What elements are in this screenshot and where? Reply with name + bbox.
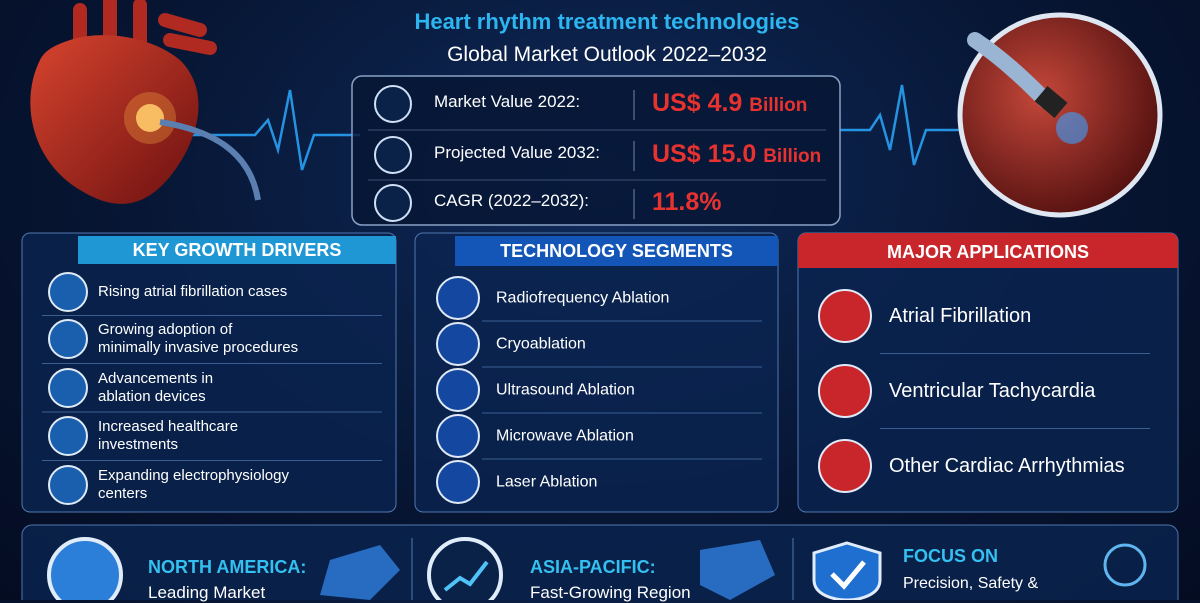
- stat-label: Projected Value 2032:: [434, 143, 601, 162]
- stat-number: US$ 15.0: [652, 140, 757, 168]
- shield-icon: [812, 541, 882, 600]
- panel-item: Radiofrequency Ablation: [496, 289, 670, 307]
- stat-unit: Billion: [749, 95, 808, 116]
- panel-item: Other Cardiac Arrhythmias: [889, 455, 1125, 477]
- panel-item: Ultrasound Ablation: [496, 381, 635, 399]
- item-icon: [436, 414, 480, 458]
- doctor-icon: [1103, 543, 1147, 587]
- item-icon: [436, 460, 480, 504]
- item-icon: [48, 416, 88, 456]
- footer-heading: NORTH AMERICA:: [148, 557, 307, 577]
- item-icon: [48, 368, 88, 408]
- stat-label: Market Value 2022:: [434, 92, 581, 111]
- stat-unit: Billion: [763, 146, 822, 167]
- panel-title: TECHNOLOGY SEGMENTS: [500, 241, 733, 261]
- panel-item: Growing adoption of minimally invasive p…: [98, 321, 299, 356]
- check-icon: [830, 560, 866, 590]
- item-icon: [436, 276, 480, 320]
- item-icon: [48, 465, 88, 505]
- stat-value: US$ 15.0 Billion: [652, 139, 821, 169]
- footer-heading: FOCUS ON: [903, 546, 999, 566]
- stats-box: [351, 75, 841, 226]
- ecg-line: [190, 89, 360, 171]
- item-icon: [436, 322, 480, 366]
- growth-icon: [427, 537, 503, 600]
- catheter-illustration: [957, 12, 1163, 218]
- item-icon: [818, 289, 872, 343]
- footer-heading: ASIA-PACIFIC:: [530, 557, 656, 577]
- panel-item: Rising atrial fibrillation cases: [98, 283, 288, 300]
- ecg-line: [840, 84, 960, 166]
- panel-item: Microwave Ablation: [496, 427, 634, 445]
- panel-header: [78, 236, 396, 264]
- panel-title: KEY GROWTH DRIVERS: [132, 240, 342, 260]
- footer-text: Leading Market: [148, 583, 266, 602]
- item-icon: [818, 439, 872, 493]
- panel-item: Expanding electrophysiology centers: [98, 467, 289, 502]
- panel-header: [798, 233, 1178, 268]
- item-icon: [818, 364, 872, 418]
- globe-icon: [47, 537, 123, 600]
- subtitle: Global Market Outlook 2022–2032: [447, 43, 767, 66]
- panel-item: Advancements in ablation devices: [98, 370, 214, 405]
- item-icon: [48, 272, 88, 312]
- heart-illustration: [30, 0, 261, 204]
- panel-title: MAJOR APPLICATIONS: [886, 242, 1089, 262]
- map-icon: [700, 540, 775, 600]
- panel-item: Cryoablation: [496, 335, 586, 353]
- stat-number: 11.8%: [652, 188, 722, 216]
- panel: [21, 232, 397, 513]
- panel-item: Laser Ablation: [496, 473, 598, 491]
- map-icon: [320, 545, 400, 600]
- stat-number: US$ 4.9: [652, 89, 743, 117]
- panel-header: [455, 236, 778, 266]
- panel-item: Ventricular Tachycardia: [889, 380, 1096, 402]
- growth-arrow: [443, 560, 489, 592]
- footer-text: Precision, Safety &: [903, 575, 1039, 592]
- stat-icons: [374, 85, 412, 222]
- title: Heart rhythm treatment technologies: [414, 9, 800, 34]
- item-icon: [436, 368, 480, 412]
- stat-value: 11.8%: [652, 187, 722, 217]
- stat-value: US$ 4.9 Billion: [652, 88, 807, 118]
- stat-label: CAGR (2022–2032):: [434, 191, 589, 210]
- footer-text: Fast-Growing Region: [530, 583, 691, 602]
- panel-item: Increased healthcare investments: [98, 418, 239, 453]
- footer-band: [21, 524, 1179, 600]
- panel: [414, 232, 779, 513]
- panel-item: Atrial Fibrillation: [889, 305, 1032, 327]
- item-icon: [48, 319, 88, 359]
